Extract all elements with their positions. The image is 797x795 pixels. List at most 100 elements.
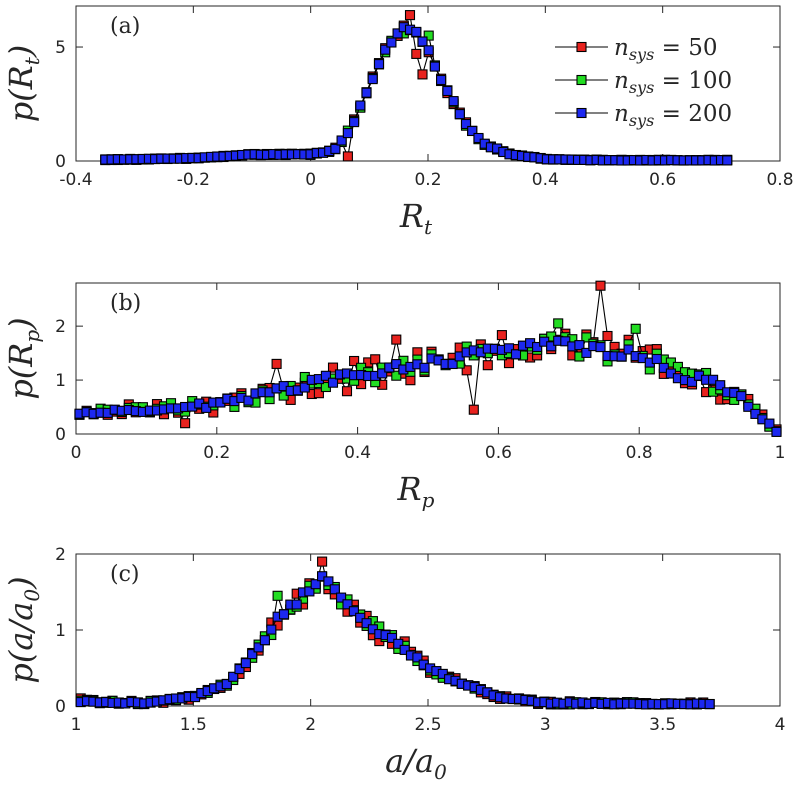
data-point — [399, 644, 410, 655]
data-point — [310, 579, 321, 590]
data-point — [278, 609, 290, 620]
data-point — [736, 391, 747, 402]
data-point — [291, 599, 302, 610]
panel-a: -0.4 -0.2 0 0.2 0.4 0.6 0.8 0 5 (a) Rt p(Rt) nsys = … — [2, 5, 794, 239]
data-point — [272, 590, 283, 601]
x-tick-label: 0.6 — [649, 170, 676, 190]
data-point — [546, 341, 557, 352]
data-point — [436, 74, 447, 86]
data-point — [342, 151, 353, 162]
data-point — [442, 85, 453, 97]
panel-b: 0 0.2 0.4 0.6 0.8 1 0 1 2 (b) Rp p(Rp) — [2, 280, 786, 512]
data-point — [715, 380, 726, 391]
data-point — [764, 418, 775, 429]
x-tick-label: -0.2 — [177, 170, 210, 190]
data-point — [380, 44, 391, 55]
data-point — [417, 36, 428, 47]
x-tick-label: 2 — [305, 715, 316, 735]
x-tick-label: 0.2 — [414, 170, 441, 190]
data-point — [658, 362, 669, 373]
data-point — [496, 330, 507, 341]
data-point — [574, 340, 585, 351]
series-3 — [100, 22, 733, 166]
data-point — [342, 128, 353, 139]
x-tick-label: 3 — [540, 715, 551, 735]
data-point — [482, 360, 493, 371]
data-point — [623, 344, 634, 355]
x-tick-label: 0.6 — [485, 443, 512, 463]
data-point — [423, 45, 434, 56]
data-point — [180, 418, 191, 429]
data-point — [259, 635, 270, 646]
data-point — [423, 30, 434, 41]
data-point — [386, 632, 398, 643]
y-axis-label: p(a/a0) — [2, 576, 44, 683]
series-3 — [75, 571, 715, 710]
data-point — [327, 377, 339, 388]
data-point — [348, 606, 359, 617]
x-tick-label: 0.8 — [626, 443, 653, 463]
x-tick-label: 0.4 — [344, 443, 371, 463]
panel-label: (a) — [110, 14, 140, 39]
data-point — [616, 351, 627, 362]
data-point — [349, 355, 360, 367]
data-point — [391, 359, 402, 370]
y-tick-label: 1 — [55, 371, 66, 391]
x-tick-label: 1 — [71, 715, 82, 735]
data-point — [253, 642, 264, 653]
data-point — [393, 638, 404, 649]
data-point — [336, 135, 347, 146]
data-point — [313, 388, 324, 399]
data-point — [630, 323, 641, 334]
data-point — [405, 375, 416, 386]
x-tick-label: 1.5 — [180, 715, 207, 735]
data-point — [373, 59, 385, 70]
data-point — [370, 354, 381, 365]
x-tick-label: 4 — [775, 715, 786, 735]
data-point — [560, 336, 571, 347]
data-point — [448, 96, 459, 107]
x-tick-label: 0.2 — [203, 443, 230, 463]
x-tick-label: 0.4 — [532, 170, 559, 190]
data-point — [329, 584, 340, 595]
data-point — [386, 37, 397, 48]
data-point — [201, 402, 212, 413]
data-point — [342, 599, 353, 610]
panel-label: (b) — [110, 291, 141, 316]
data-point — [581, 347, 592, 358]
data-point — [581, 332, 592, 343]
data-point — [468, 404, 479, 415]
data-point — [503, 343, 515, 354]
x-axis-label: Rp — [397, 470, 435, 512]
data-point — [454, 109, 465, 120]
data-point — [317, 571, 328, 582]
data-point — [361, 87, 372, 98]
data-point — [417, 69, 428, 80]
x-tick-label: 2.5 — [414, 715, 441, 735]
x-tick-label: -0.4 — [59, 170, 92, 190]
data-point — [651, 353, 662, 365]
data-point — [367, 74, 378, 85]
data-point — [686, 376, 698, 387]
x-tick-label: 1 — [775, 443, 786, 463]
x-axis-label: a/a0 — [385, 742, 447, 784]
data-point — [429, 61, 440, 72]
y-tick-label: 1 — [55, 621, 66, 641]
data-point — [299, 382, 310, 393]
data-point — [355, 100, 366, 111]
data-point — [355, 612, 366, 623]
y-tick-label: 2 — [55, 545, 66, 565]
data-point — [473, 132, 484, 144]
legend: nsys = 50 nsys = 100 nsys = 200 — [555, 35, 732, 130]
data-point — [419, 362, 430, 373]
data-point — [503, 358, 515, 369]
data-point — [341, 386, 353, 397]
data-point — [532, 341, 543, 353]
data-point — [467, 125, 478, 137]
data-point — [411, 26, 422, 37]
data-point — [602, 330, 613, 342]
data-point — [672, 361, 683, 372]
legend-marker — [576, 74, 587, 86]
